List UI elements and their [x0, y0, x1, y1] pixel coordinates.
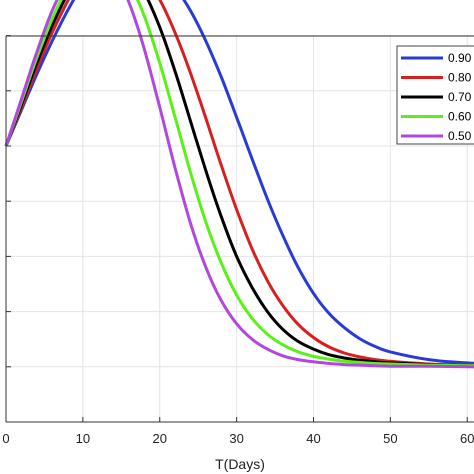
x-tick-label: 60 [460, 431, 474, 446]
axes [5, 35, 474, 423]
legend-label: 0.90 [448, 51, 472, 65]
legend-label: 0.60 [448, 110, 472, 124]
legend-label: 0.70 [448, 90, 472, 104]
x-tick-label: 10 [76, 431, 90, 446]
ticks: 010203040506070 [2, 35, 474, 446]
series-line-0.50 [4, 0, 474, 369]
legend-label: 0.80 [448, 71, 472, 85]
x-axis-label: T(Days) [215, 456, 265, 472]
legend-box [396, 45, 474, 145]
x-tick-label: 30 [229, 431, 243, 446]
x-tick-label: 0 [2, 431, 9, 446]
legend-label: 0.50 [448, 129, 472, 143]
series-layer [4, 0, 474, 369]
x-tick-label: 20 [153, 431, 167, 446]
grid-lines [6, 35, 474, 422]
x-tick-label: 40 [306, 431, 320, 446]
plot-area [6, 36, 474, 422]
x-tick-label: 50 [383, 431, 397, 446]
legend: 0.90 0.80 0.70 0.60 0.50 [396, 45, 474, 145]
series-line-0.90 [4, 0, 474, 365]
